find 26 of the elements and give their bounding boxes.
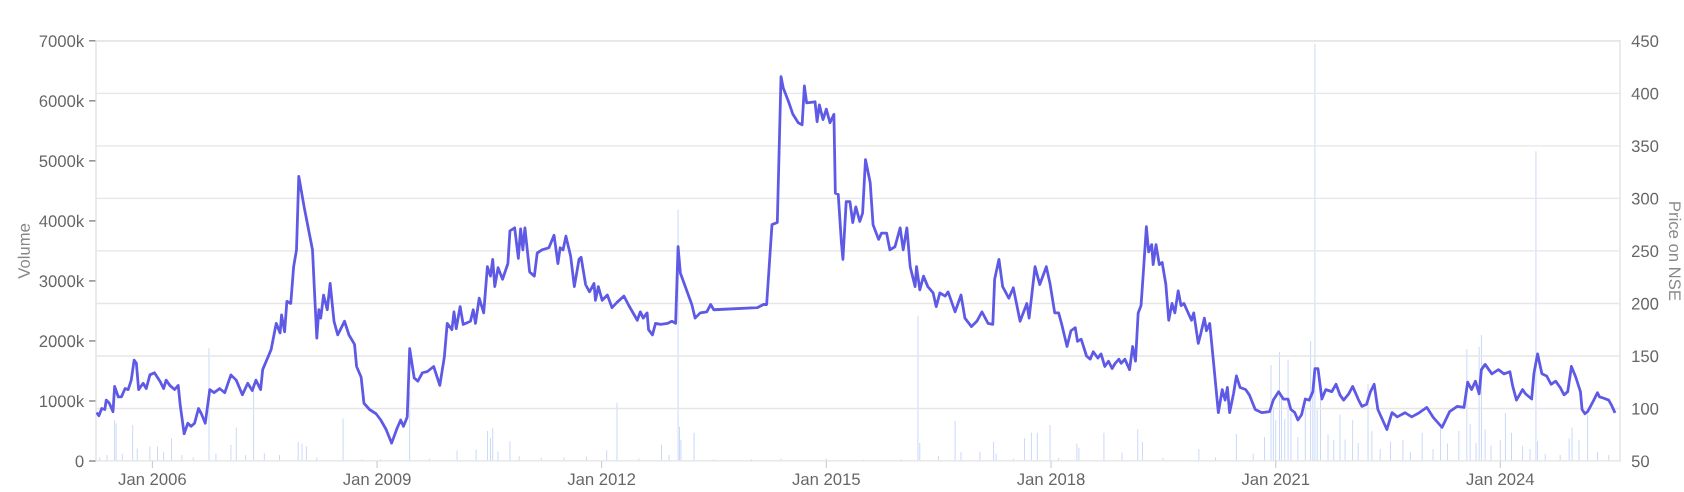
x-tick-label: Jan 2024 — [1466, 473, 1535, 486]
y2-tick-label: 50 — [1631, 455, 1650, 468]
x-tick-label: Jan 2015 — [792, 473, 860, 486]
y-tick-label: 4000k — [39, 214, 85, 228]
y2-tick-label: 250 — [1631, 245, 1659, 258]
y2-axis-title: Price on NSE — [1668, 202, 1682, 301]
y-tick-label: 3000k — [39, 274, 85, 288]
y2-tick-label: 350 — [1631, 140, 1659, 153]
y2-tick-label: 300 — [1631, 192, 1659, 205]
y-tick-label: 1000k — [40, 394, 85, 408]
y-tick-label: 7000k — [39, 34, 85, 48]
x-tick-label: Jan 2021 — [1241, 473, 1310, 486]
y2-tick-label: 200 — [1631, 297, 1659, 310]
x-tick-label: Jan 2009 — [343, 473, 411, 486]
y2-tick-label: 100 — [1632, 402, 1659, 415]
y-tick-label: 6000k — [39, 94, 85, 108]
y2-tick-label: 450 — [1631, 35, 1659, 48]
y-tick-label: 0 — [75, 455, 84, 468]
y-tick-label: 2000k — [39, 334, 85, 348]
x-tick-label: Jan 2018 — [1017, 473, 1085, 486]
y-tick-label: 5000k — [39, 154, 85, 168]
x-tick-label: Jan 2012 — [567, 473, 636, 486]
y2-tick-label: 400 — [1631, 87, 1659, 100]
y-axis-title: Volume — [17, 223, 30, 279]
y2-tick-label: 150 — [1632, 350, 1659, 363]
x-tick-label: Jan 2006 — [118, 473, 186, 486]
